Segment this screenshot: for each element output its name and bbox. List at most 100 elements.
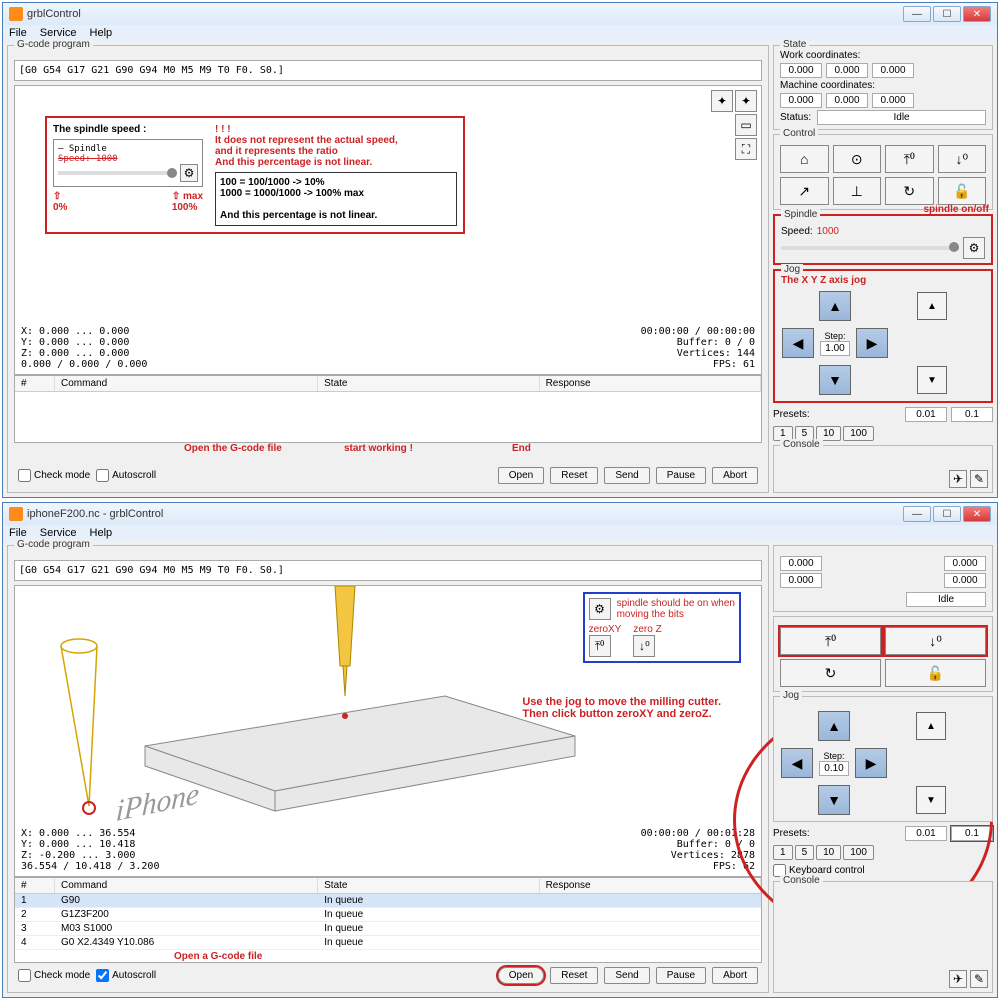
menu-help[interactable]: Help (90, 527, 113, 539)
jog-z-minus[interactable]: ▼ (916, 786, 946, 814)
jog-y-minus[interactable]: ▼ (818, 785, 850, 815)
safe-z-button[interactable]: ↗ (780, 177, 829, 205)
window-title: iphoneF200.nc - grblControl (27, 508, 903, 520)
control-group: ⤒⁰ ↓⁰ ↻ 🔓 (773, 616, 993, 692)
footer-bar: Open a G-code file Check mode Autoscroll… (14, 963, 762, 988)
reset-button[interactable]: Reset (550, 967, 598, 984)
unlock-button[interactable]: 🔓 (885, 659, 986, 687)
spindle-toggle-button[interactable]: ⚙ (963, 237, 985, 259)
close-button[interactable]: ✕ (963, 6, 991, 22)
jog-y-plus[interactable]: ▲ (819, 291, 851, 321)
preset-01[interactable]: 0.1 (951, 407, 993, 422)
jog-x-plus[interactable]: ▶ (856, 328, 888, 358)
reset-button[interactable]: Reset (550, 467, 598, 484)
zeroxy-icon: ⤒⁰ (589, 635, 611, 657)
home-button[interactable]: ⌂ (780, 145, 829, 173)
menu-file[interactable]: File (9, 27, 27, 39)
window-grblcontrol-1: grblControl — ☐ ✕ File Service Help G-co… (2, 2, 998, 498)
viewport[interactable]: iPhone ⚙ spindle should be o (14, 585, 762, 877)
zero-z-button[interactable]: ↓⁰ (885, 627, 986, 655)
jog-group: Jog ▲▲ ◀ Step:0.10 ▶ ▼▼ (773, 696, 993, 822)
open-file-annot: Open the G-code file (184, 443, 282, 454)
jog-x-minus[interactable]: ◀ (781, 748, 813, 778)
titlebar[interactable]: iphoneF200.nc - grblControl — ☐ ✕ (3, 503, 997, 525)
console-group: Console ✈ ✎ (773, 445, 993, 493)
end-annot: End (512, 443, 531, 454)
view-iso2-icon[interactable]: ✦ (735, 90, 757, 112)
menu-service[interactable]: Service (40, 527, 77, 539)
zero-z-button[interactable]: ↓⁰ (938, 145, 987, 173)
menu-file[interactable]: File (9, 527, 27, 539)
touch-button[interactable]: ⊥ (833, 177, 882, 205)
console-send-icon[interactable]: ✈ (949, 470, 967, 488)
minimize-button[interactable]: — (903, 506, 931, 522)
titlebar[interactable]: grblControl — ☐ ✕ (3, 3, 997, 25)
callout-box: ⚙ spindle should be on when moving the b… (583, 592, 741, 663)
abort-button[interactable]: Abort (712, 467, 758, 484)
maximize-button[interactable]: ☐ (933, 506, 961, 522)
jog-z-plus[interactable]: ▲ (917, 292, 947, 320)
autoscroll-checkbox[interactable]: Autoscroll (96, 969, 156, 982)
console-send-icon[interactable]: ✈ (949, 970, 967, 988)
coords-readout: X: 0.000 ... 0.000 Y: 0.000 ... 0.000 Z:… (21, 326, 147, 370)
console-group: Console ✈ ✎ (773, 881, 993, 993)
state-group: State Work coordinates: 0.000 0.000 0.00… (773, 45, 993, 130)
console-clear-icon[interactable]: ✎ (970, 970, 988, 988)
times-readout: 00:00:00 / 00:00:00 Buffer: 0 / 0 Vertic… (641, 326, 755, 370)
pause-button[interactable]: Pause (656, 967, 706, 984)
autoscroll-checkbox[interactable]: Autoscroll (96, 469, 156, 482)
zero-xy-button[interactable]: ⤒⁰ (885, 145, 934, 173)
minimize-button[interactable]: — (903, 6, 931, 22)
open-button[interactable]: Open (498, 967, 544, 984)
jog-z-plus[interactable]: ▲ (916, 712, 946, 740)
menu-service[interactable]: Service (40, 27, 77, 39)
times-readout: 00:00:00 / 00:01:28 Buffer: 0 / 0 Vertic… (641, 828, 755, 872)
check-mode-checkbox[interactable]: Check mode (18, 969, 90, 982)
console-clear-icon[interactable]: ✎ (970, 470, 988, 488)
spindle-speed: 1000 (817, 226, 839, 237)
zero-xy-button[interactable]: ⤒⁰ (780, 627, 881, 655)
jog-group: Jog The X Y Z axis jog ▲▲ ◀ Step:1.00 ▶ … (773, 269, 993, 403)
viewport[interactable]: ✦✦ ▭ ⛶ The spindle speed : — Spindle (14, 85, 762, 375)
pause-button[interactable]: Pause (656, 467, 706, 484)
start-annot: start working ! (344, 443, 413, 454)
unlock-button[interactable]: 🔓 (938, 177, 987, 205)
jog-y-plus[interactable]: ▲ (818, 711, 850, 741)
app-icon (9, 507, 23, 521)
gcode-table[interactable]: # Command State Response (14, 375, 762, 443)
maximize-button[interactable]: ☐ (933, 6, 961, 22)
jog-y-minus[interactable]: ▼ (819, 365, 851, 395)
abort-button[interactable]: Abort (712, 967, 758, 984)
jog-x-minus[interactable]: ◀ (782, 328, 814, 358)
view-iso-icon[interactable]: ✦ (711, 90, 733, 112)
close-button[interactable]: ✕ (963, 506, 991, 522)
status-value: Idle (817, 110, 986, 125)
window-title: grblControl (27, 8, 903, 20)
window-grblcontrol-2: iphoneF200.nc - grblControl — ☐ ✕ File S… (2, 502, 998, 998)
reset-ctrl-button[interactable]: ↻ (780, 659, 881, 687)
send-button[interactable]: Send (604, 967, 649, 984)
send-button[interactable]: Send (604, 467, 649, 484)
preset-001[interactable]: 0.01 (905, 407, 947, 422)
spindle-annotation-box: The spindle speed : — Spindle Speed: 100… (45, 116, 465, 234)
view-fit-icon[interactable]: ⛶ (735, 138, 757, 160)
footer-bar: Check mode Autoscroll Open Reset Send Pa… (14, 463, 762, 488)
control-group: Control ⌂ ⊙ ⤒⁰ ↓⁰ ↗ ⊥ ↻ 🔓 (773, 134, 993, 210)
tool-cone-icon (45, 636, 135, 816)
gcode-program-group: G-code program [G0 G54 G17 G21 G90 G94 M… (7, 545, 769, 993)
jog-x-plus[interactable]: ▶ (855, 748, 887, 778)
gear-icon: ⚙ (589, 598, 611, 620)
jog-z-minus[interactable]: ▼ (917, 366, 947, 394)
gcode-table[interactable]: # Command State Response 1G90In queue 2G… (14, 877, 762, 963)
work-z: 0.000 (872, 63, 914, 78)
menu-help[interactable]: Help (90, 27, 113, 39)
gear-icon: ⚙ (180, 164, 198, 182)
gcode-program-label: G-code program (14, 39, 93, 50)
check-mode-checkbox[interactable]: Check mode (18, 469, 90, 482)
gcode-line: [G0 G54 G17 G21 G90 G94 M0 M5 M9 T0 F0. … (14, 560, 762, 581)
probe-button[interactable]: ⊙ (833, 145, 882, 173)
view-top-icon[interactable]: ▭ (735, 114, 757, 136)
reset-ctrl-button[interactable]: ↻ (885, 177, 934, 205)
preset-100[interactable]: 100 (843, 426, 874, 441)
open-button[interactable]: Open (498, 467, 544, 484)
